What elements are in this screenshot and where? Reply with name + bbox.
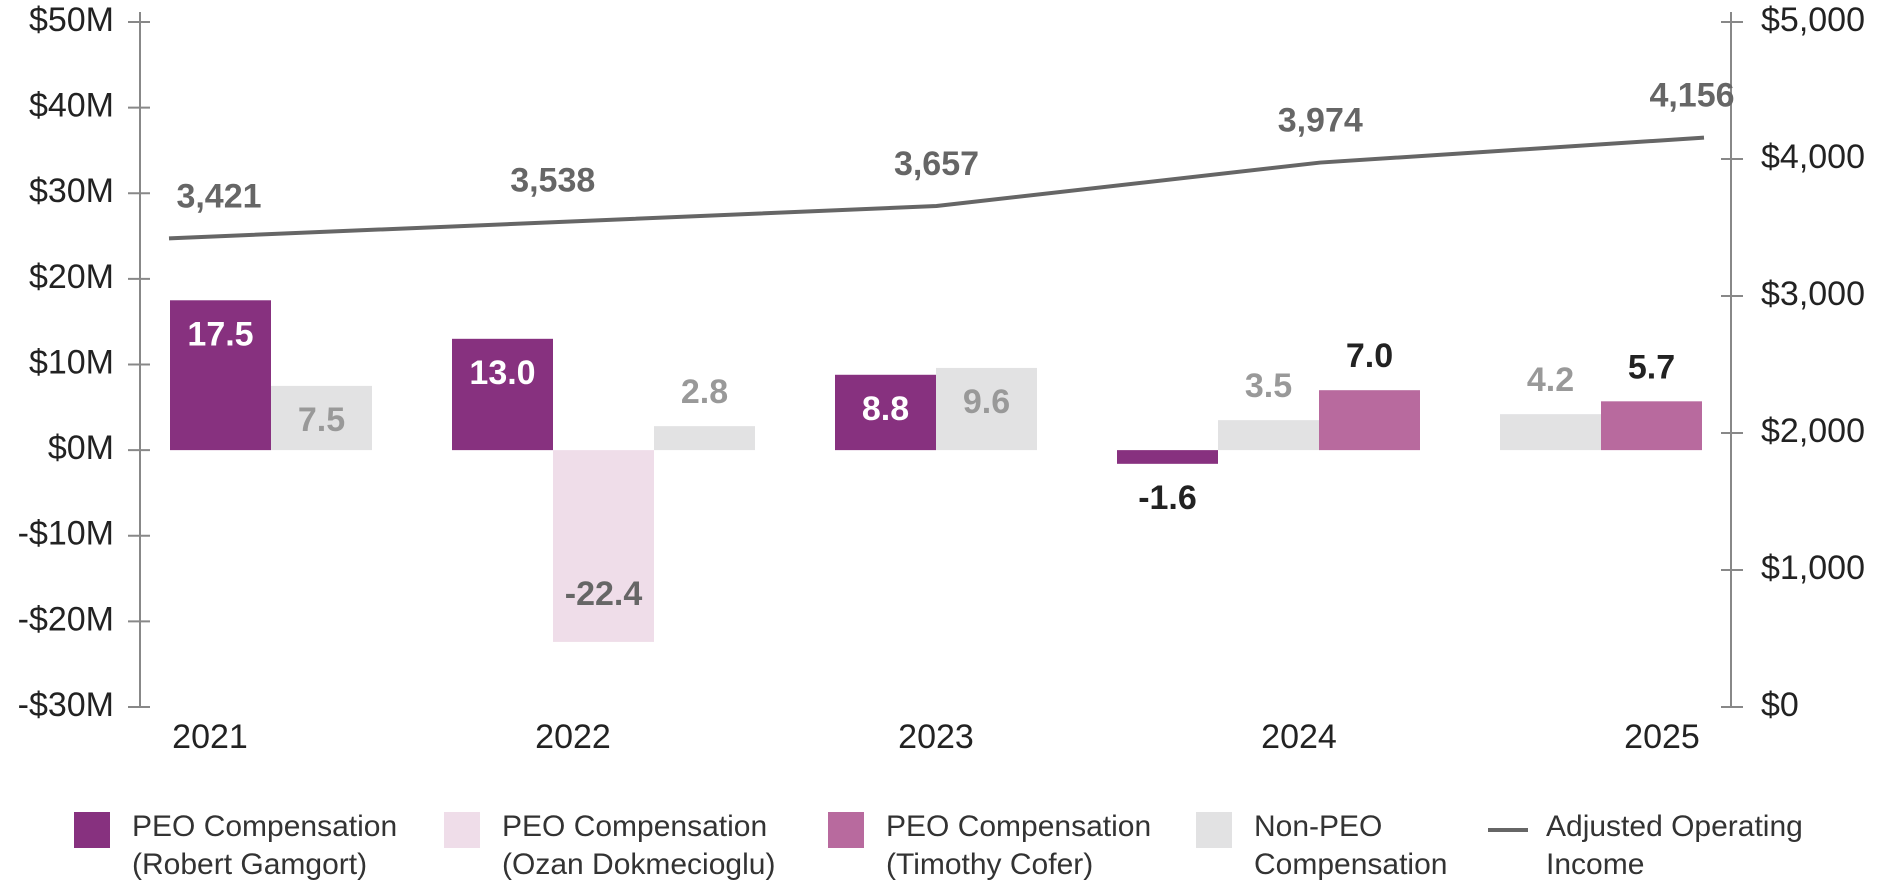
legend-swatch [828, 812, 864, 848]
x-tick-label: 2021 [172, 718, 248, 756]
bar [553, 450, 654, 642]
value-label: -1.6 [1138, 479, 1197, 517]
y2-tick-label: $1,000 [1761, 549, 1865, 587]
y2-tick-label: $4,000 [1761, 138, 1865, 176]
value-label: 17.5 [187, 315, 253, 353]
bar [835, 374, 936, 451]
y2-tick-label: $2,000 [1761, 412, 1865, 450]
chart: -$30M -$20M -$10M $0M $10M $20M $30M $40M $50M $0… [18, 1, 1865, 756]
value-label: 8.8 [862, 390, 909, 428]
y2-tick-label: $5,000 [1761, 1, 1865, 39]
line-value-label: 3,657 [894, 145, 979, 183]
legend-label: Non-PEO Compensation [1254, 810, 1448, 881]
legend-swatch [1488, 828, 1528, 832]
line-value-label: 3,974 [1278, 102, 1363, 140]
bar [1218, 420, 1319, 451]
y-tick-label: $30M [29, 172, 114, 210]
line-value-label: 3,421 [176, 177, 261, 215]
legend-item: PEO Compensation (Timothy Cofer) [828, 808, 1186, 884]
x-tick-label: 2022 [535, 718, 611, 756]
y-tick-label: $10M [29, 343, 114, 381]
legend-label: PEO Compensation (Timothy Cofer) [886, 810, 1152, 881]
bar [1601, 401, 1702, 451]
value-label: -22.4 [565, 575, 643, 613]
y-tick-label: -$20M [18, 600, 114, 638]
line [168, 135, 1705, 241]
value-label: 7.0 [1346, 337, 1393, 375]
bar [1319, 390, 1420, 451]
y-tick-label: $50M [29, 1, 114, 39]
y-tick-label: $20M [29, 258, 114, 296]
x-tick-label: 2025 [1624, 718, 1700, 756]
y-tick-label: -$30M [18, 686, 114, 724]
y2-tick-label: $3,000 [1761, 275, 1865, 313]
x-tick-label: 2024 [1261, 718, 1337, 756]
legend-item: PEO Compensation (Ozan Dokmecioglu) [444, 808, 832, 884]
y-tick-label: $0M [48, 429, 114, 467]
legend-swatch [1196, 812, 1232, 848]
bar [1500, 414, 1601, 451]
legend-item: Adjusted Operating Income [1488, 808, 1846, 884]
bar [271, 385, 372, 451]
legend-swatch [444, 812, 480, 848]
legend-label: PEO Compensation (Robert Gamgort) [132, 810, 398, 881]
legend-label: Adjusted Operating Income [1546, 810, 1803, 881]
value-label: 5.7 [1628, 348, 1675, 386]
bar [654, 426, 755, 451]
legend-item: PEO Compensation (Robert Gamgort) [74, 808, 432, 884]
bar [936, 367, 1037, 451]
value-label: 13.0 [469, 354, 535, 392]
bar [170, 300, 271, 451]
x-tick-label: 2023 [898, 718, 974, 756]
legend-item: Non-PEO Compensation [1196, 808, 1494, 884]
legend: PEO Compensation (Robert Gamgort) PEO Com… [0, 808, 1880, 888]
legend-label: PEO Compensation (Ozan Dokmecioglu) [502, 810, 776, 881]
value-label: 3.5 [1245, 367, 1292, 405]
value-label: 7.5 [298, 401, 345, 439]
value-label: 9.6 [963, 383, 1010, 421]
line-value-label: 3,538 [510, 161, 595, 199]
y-tick-label: $40M [29, 87, 114, 125]
legend-swatch [74, 812, 110, 848]
y-tick-label: -$10M [18, 515, 114, 553]
value-label: 2.8 [681, 373, 728, 411]
value-label: 4.2 [1527, 361, 1574, 399]
bar [452, 338, 553, 451]
y2-tick-label: $0 [1761, 686, 1799, 724]
bar [1117, 450, 1218, 464]
line-value-label: 4,156 [1649, 77, 1734, 115]
